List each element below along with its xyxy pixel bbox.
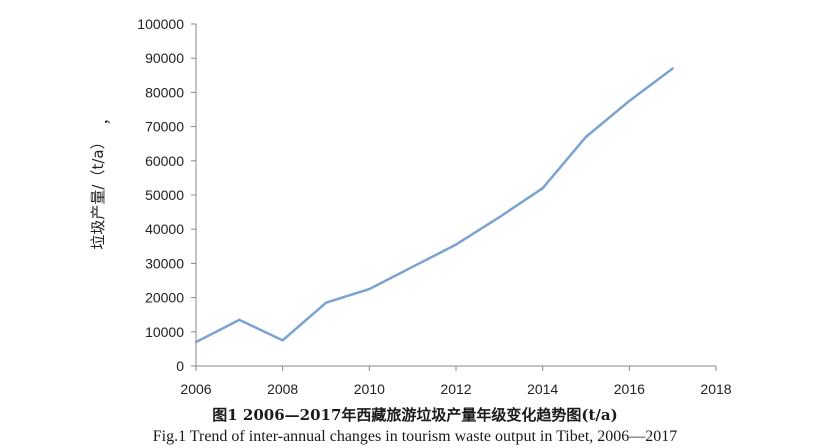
y-tick-label: 80000 <box>145 84 184 100</box>
data-point <box>281 339 284 342</box>
data-point <box>671 67 674 70</box>
line-chart: 0 10000 20000 30000 40000 50000 60000 70000 8000… <box>89 16 732 397</box>
y-tick-label: 40000 <box>145 221 184 237</box>
data-point <box>238 318 241 322</box>
y-tick-label: 100000 <box>137 16 184 32</box>
x-tick-label: 2018 <box>700 381 731 397</box>
y-tick-label: 10000 <box>145 324 184 340</box>
data-point <box>541 186 544 190</box>
y-tick-label: 60000 <box>145 153 184 169</box>
x-tick-label: 2010 <box>354 381 385 397</box>
y-tick-label: 50000 <box>145 187 184 203</box>
y-axis-label: 垃圾产量/（t/a） <box>89 134 107 249</box>
x-tick-label: 2016 <box>614 381 645 397</box>
data-point <box>498 216 501 219</box>
series-layer <box>194 67 674 344</box>
x-tick-label: 2008 <box>267 381 298 397</box>
data-point <box>324 301 328 304</box>
y-tick-label: 70000 <box>145 119 184 135</box>
y-axis-label-mark: ， <box>94 110 112 125</box>
figure-caption-chinese: 图1 2006—2017年西藏旅游垃圾产量年级变化趋势图(t/a) <box>212 406 618 424</box>
x-tick-label: 2012 <box>440 381 471 397</box>
data-point <box>194 340 198 344</box>
data-point <box>628 99 631 103</box>
y-tick-label: 20000 <box>145 290 184 306</box>
y-axis-ticks: 0 10000 20000 30000 40000 50000 60000 70000 8000… <box>137 16 196 374</box>
figure-caption-english: Fig.1 Trend of inter-annual changes in t… <box>152 428 678 445</box>
x-tick-label: 2014 <box>527 381 558 397</box>
data-point <box>454 243 458 246</box>
y-tick-label: 30000 <box>145 255 184 271</box>
x-axis-ticks: 2006 2008 2010 2012 2014 2016 2018 <box>180 366 732 397</box>
data-point <box>368 287 371 291</box>
y-tick-label: 0 <box>176 358 184 374</box>
data-point <box>584 135 588 139</box>
y-tick-label: 90000 <box>145 50 184 66</box>
series-line <box>195 67 674 344</box>
data-point <box>411 265 414 269</box>
x-tick-label: 2006 <box>180 381 211 397</box>
